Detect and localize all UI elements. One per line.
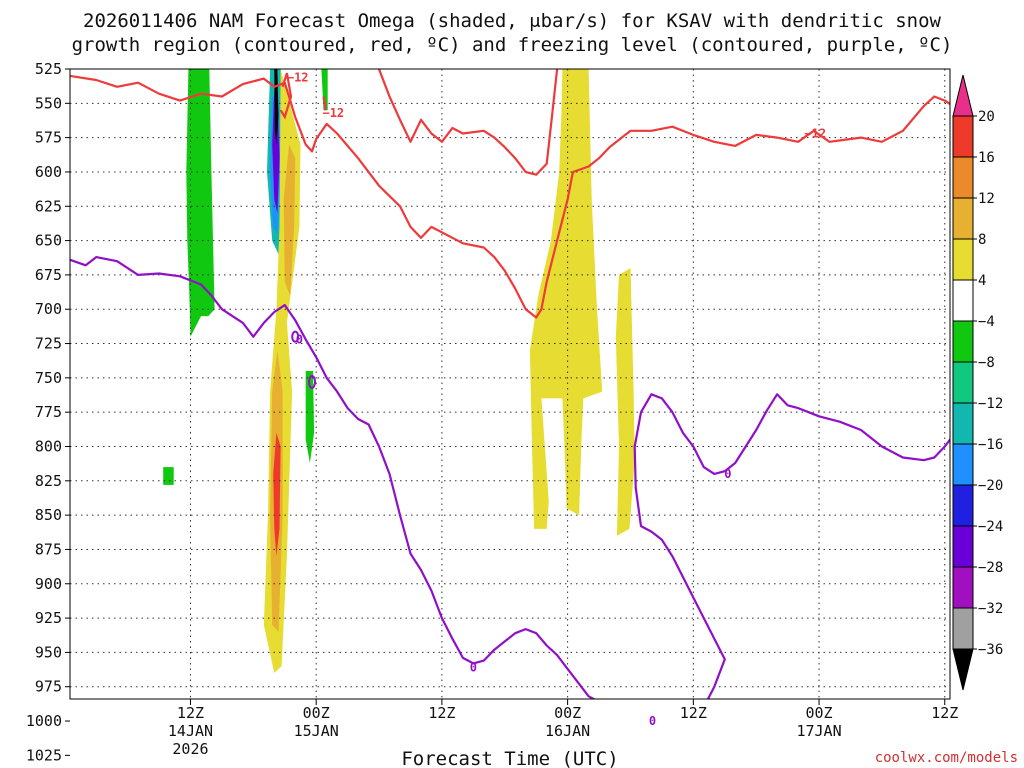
- freezing-level-line: [70, 256, 950, 699]
- y-axis-ticks: 525 550 575 600 625 650 675 700 725 750 775 800 825 8…: [26, 60, 70, 764]
- colorbar-label-11: −28: [978, 560, 1003, 576]
- x-tick-date-0: 14JAN: [168, 722, 213, 740]
- y-tick-label-1025: 1025: [26, 746, 62, 764]
- x-tick-time-5: 00Z: [806, 704, 833, 722]
- x-tick-time-3: 00Z: [554, 704, 581, 722]
- colorbar-label-5: −4: [978, 314, 995, 330]
- colorbar-label-1: 16: [978, 150, 995, 166]
- plot-frame: [69, 68, 951, 700]
- omega-region-ascent-green-box: [163, 467, 174, 485]
- colorbar-seg--24_-20: [952, 484, 974, 527]
- dgz-contours: [70, 69, 950, 319]
- colorbar-label-6: −8: [978, 355, 995, 371]
- colorbar-label-7: −12: [978, 396, 1003, 412]
- freezing-level-closed-1: [291, 330, 300, 343]
- y-tick-label-575: 575: [35, 129, 62, 147]
- y-tick-label-900: 900: [35, 575, 62, 593]
- colorbar-seg--28_-24: [952, 525, 974, 568]
- colorbar-seg--8_-4: [952, 320, 974, 363]
- colorbar-seg-12_16: [952, 156, 974, 199]
- y-tick-label-950: 950: [35, 643, 62, 661]
- credit-text: coolwx.com/models: [875, 750, 1018, 766]
- omega-region-descent-yellow-16jan-a: [529, 69, 603, 529]
- x-tick-date-5: 17JAN: [796, 722, 841, 740]
- omega-region-descent-yellow-16jan-b: [615, 268, 635, 536]
- x-tick-date-3: 16JAN: [545, 722, 590, 740]
- y-tick-label-875: 875: [35, 540, 62, 558]
- colorbar-label-4: 4: [978, 273, 986, 289]
- omega-shading: [163, 69, 635, 673]
- colorbar: 20 16 12 8 4 −4 −8 −12 −16 −20 −24 −28 −32 −36: [952, 74, 1003, 691]
- x-tick-time-0: 12Z: [177, 704, 204, 722]
- colorbar-label-3: 8: [978, 232, 986, 248]
- y-tick-label-850: 850: [35, 506, 62, 524]
- x-tick-time-4: 12Z: [680, 704, 707, 722]
- colorbar-seg-4_8: [952, 238, 974, 281]
- colorbar-seg-below_-36: [952, 648, 974, 691]
- x-tick-time-1: 00Z: [303, 704, 330, 722]
- omega-region-descent-red-lower: [273, 432, 281, 557]
- x-tick-date-1: 15JAN: [294, 722, 339, 740]
- y-tick-label-550: 550: [35, 94, 62, 112]
- y-tick-label-525: 525: [35, 60, 62, 78]
- y-tick-label-1000: 1000: [26, 712, 62, 730]
- y-tick-label-650: 650: [35, 232, 62, 250]
- dgz-minus12-line-cell: [279, 72, 293, 120]
- colorbar-seg--32_-28: [952, 566, 974, 609]
- chart-title-line2: growth region (contoured, red, ºC) and f…: [72, 34, 953, 56]
- colorbar-seg--16_-12: [952, 402, 974, 445]
- colorbar-label-13: −36: [978, 642, 1003, 658]
- colorbar-seg-8_12: [952, 197, 974, 240]
- freezing-level-contour: [70, 256, 950, 699]
- colorbar-label-8: −16: [978, 437, 1003, 453]
- dgz-minus12-line-main: [70, 74, 950, 319]
- colorbar-seg--36_-32: [952, 607, 974, 650]
- dgz-minus12-line-upper: [377, 69, 559, 176]
- omega-region-ascent-green-main: [186, 69, 215, 337]
- freezing-label-3: 0: [649, 714, 656, 728]
- colorbar-label-10: −24: [978, 519, 1003, 535]
- dgz-label-2: −12: [804, 127, 826, 141]
- x-tick-time-6: 12Z: [931, 704, 958, 722]
- chart-title-line1: 2026011406 NAM Forecast Omega (shaded, μ…: [83, 10, 941, 32]
- dgz-minus12-line-small: [322, 96, 327, 111]
- y-tick-label-800: 800: [35, 437, 62, 455]
- y-tick-label-750: 750: [35, 369, 62, 387]
- freezing-label-1: 0: [470, 660, 477, 674]
- x-tick-time-2: 12Z: [428, 704, 455, 722]
- dgz-label-0: −12: [322, 106, 344, 120]
- y-tick-label-925: 925: [35, 609, 62, 627]
- y-tick-label-975: 975: [35, 678, 62, 696]
- colorbar-label-2: 12: [978, 191, 995, 207]
- omega-region-ascent-green-small: [305, 371, 315, 463]
- dgz-label-1: −12: [287, 70, 309, 84]
- y-tick-label-825: 825: [35, 472, 62, 490]
- y-tick-label-600: 600: [35, 163, 62, 181]
- colorbar-seg--20_-16: [952, 443, 974, 486]
- y-tick-label-625: 625: [35, 197, 62, 215]
- y-tick-label-725: 725: [35, 335, 62, 353]
- colorbar-seg-16_20: [952, 115, 974, 158]
- colorbar-seg--12_-8: [952, 361, 974, 404]
- freezing-level-closed-2: [308, 374, 316, 389]
- colorbar-seg--4_4: [952, 279, 974, 322]
- grid-lines: [70, 69, 950, 699]
- contour-labels: −12 −12 −12 0 0 0 0: [287, 70, 826, 728]
- y-tick-label-775: 775: [35, 403, 62, 421]
- colorbar-label-0: 20: [978, 109, 995, 125]
- y-tick-label-700: 700: [35, 300, 62, 318]
- x-axis-label: Forecast Time (UTC): [401, 748, 618, 768]
- omega-region-descent-orange-upper: [283, 144, 296, 296]
- x-tick-year-0: 2026: [172, 740, 208, 758]
- colorbar-label-12: −32: [978, 601, 1003, 617]
- freezing-label-2: 0: [724, 467, 731, 481]
- omega-region-ascent-black: [274, 69, 279, 145]
- freezing-label-0: 0: [296, 332, 303, 346]
- colorbar-label-9: −20: [978, 478, 1003, 494]
- y-tick-label-675: 675: [35, 266, 62, 284]
